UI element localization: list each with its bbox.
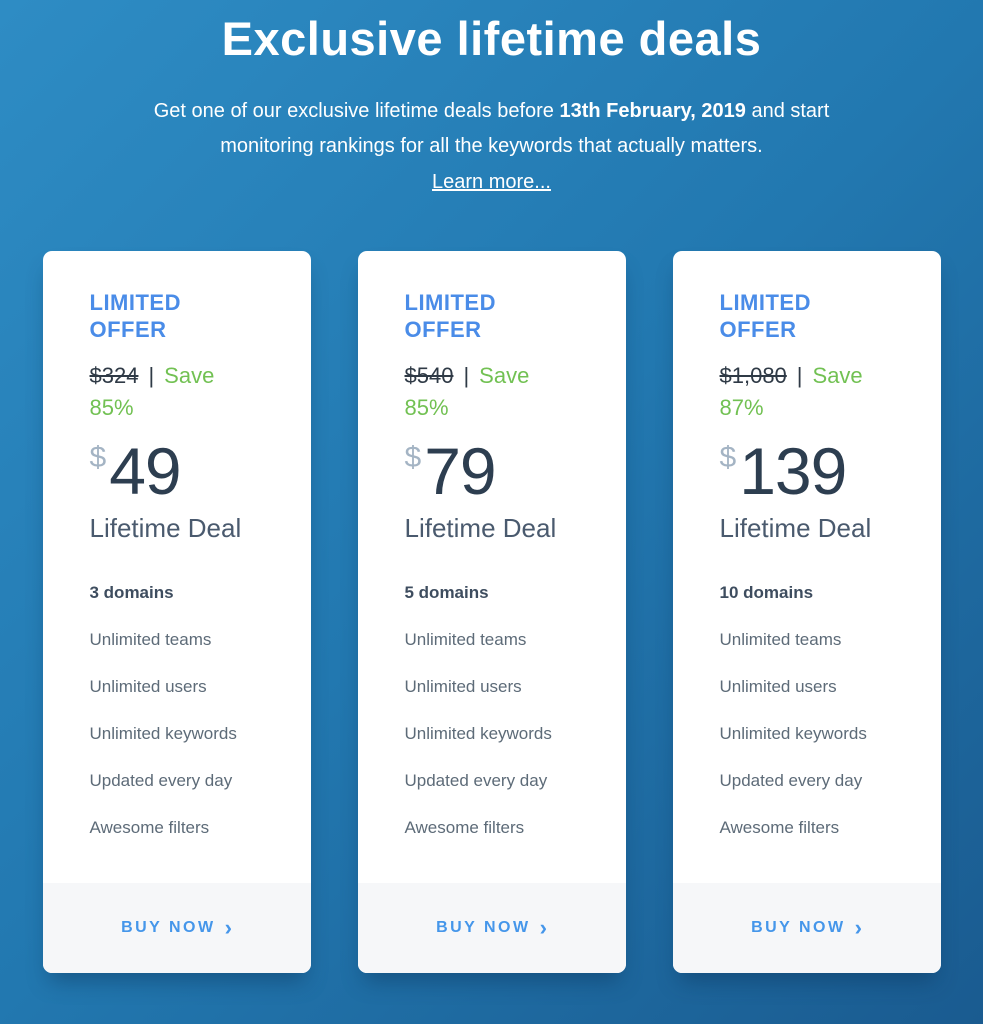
pricing-card-49: LIMITED OFFER $324 | Save 85% $ 49 Lifetime…: [42, 251, 311, 973]
chevron-right-icon: ›: [539, 915, 547, 940]
feature-item: Unlimited users: [404, 677, 522, 696]
feature-list: 5 domains Unlimited teams Unlimited user…: [405, 583, 602, 838]
price-amount: 139: [739, 434, 847, 508]
limited-offer-label: LIMITED OFFER: [719, 290, 811, 342]
save-percent: 85%: [89, 395, 134, 420]
price-amount: 49: [109, 434, 181, 508]
old-price-row: $1,080 | Save 87%: [720, 360, 917, 424]
currency-symbol: $: [89, 441, 107, 474]
feature-domains: 10 domains: [719, 583, 814, 602]
feature-item: Awesome filters: [404, 818, 525, 837]
feature-item: Updated every day: [89, 771, 233, 790]
feature-domains: 5 domains: [404, 583, 489, 602]
page-subtitle: Get one of our exclusive lifetime deals …: [142, 94, 842, 164]
pricing-card-79: LIMITED OFFER $540 | Save 85% $ 79 Lifetime…: [357, 251, 626, 973]
chevron-right-icon: ›: [224, 915, 232, 940]
pricing-card-139: LIMITED OFFER $1,080 | Save 87% $ 139 Lifet…: [672, 251, 941, 973]
feature-item: Unlimited teams: [719, 630, 842, 649]
feature-item: Unlimited keywords: [404, 724, 552, 743]
feature-item: Unlimited users: [89, 677, 207, 696]
chevron-right-icon: ›: [854, 915, 862, 940]
old-price: $540: [404, 363, 454, 388]
save-percent: 87%: [719, 395, 764, 420]
card-body: LIMITED OFFER $324 | Save 85% $ 49 Lifetime…: [43, 251, 311, 865]
currency-symbol: $: [404, 441, 422, 474]
learn-more-link[interactable]: Learn more...: [432, 171, 551, 193]
feature-item: Updated every day: [719, 771, 863, 790]
card-body: LIMITED OFFER $1,080 | Save 87% $ 139 Lifet…: [673, 251, 941, 865]
price-caption: Lifetime Deal: [404, 513, 557, 543]
old-price-row: $324 | Save 85%: [90, 360, 287, 424]
old-price: $1,080: [719, 363, 787, 388]
feature-item: Unlimited users: [719, 677, 837, 696]
save-label: Save: [479, 363, 530, 388]
feature-list: 3 domains Unlimited teams Unlimited user…: [90, 583, 287, 838]
save-badge: Save 85%: [405, 363, 530, 420]
feature-item: Unlimited teams: [89, 630, 212, 649]
price-separator: |: [463, 363, 470, 388]
buy-now-label: BUY NOW: [121, 919, 216, 936]
old-price: $324: [89, 363, 139, 388]
save-badge: Save 85%: [90, 363, 215, 420]
card-footer: BUY NOW ›: [357, 883, 626, 973]
subtitle-text-after: and start monitoring rankings for all th…: [220, 100, 830, 157]
price-separator: |: [796, 363, 803, 388]
buy-now-button[interactable]: BUY NOW ›: [121, 915, 232, 940]
card-footer: BUY NOW ›: [42, 883, 311, 973]
price-caption: Lifetime Deal: [89, 513, 242, 543]
feature-domains: 3 domains: [89, 583, 174, 602]
buy-now-button[interactable]: BUY NOW ›: [436, 915, 547, 940]
page-title: Exclusive lifetime deals: [221, 12, 762, 65]
buy-now-label: BUY NOW: [436, 919, 531, 936]
price: $ 139: [719, 434, 917, 508]
buy-now-label: BUY NOW: [751, 919, 846, 936]
save-label: Save: [812, 363, 863, 388]
limited-offer-label: LIMITED OFFER: [89, 290, 181, 342]
card-body: LIMITED OFFER $540 | Save 85% $ 79 Lifetime…: [358, 251, 626, 865]
save-badge: Save 87%: [720, 363, 863, 420]
old-price-row: $540 | Save 85%: [405, 360, 602, 424]
feature-item: Unlimited keywords: [719, 724, 867, 743]
price-caption: Lifetime Deal: [719, 513, 872, 543]
feature-list: 10 domains Unlimited teams Unlimited use…: [720, 583, 917, 838]
feature-item: Unlimited teams: [404, 630, 527, 649]
price: $ 79: [404, 434, 602, 508]
feature-item: Updated every day: [404, 771, 548, 790]
hero-header: Exclusive lifetime deals Get one of our …: [0, 0, 983, 194]
price-amount: 79: [424, 434, 496, 508]
currency-symbol: $: [719, 441, 737, 474]
feature-item: Awesome filters: [89, 818, 210, 837]
feature-item: Unlimited keywords: [89, 724, 237, 743]
price: $ 49: [89, 434, 287, 508]
price-separator: |: [148, 363, 155, 388]
save-label: Save: [164, 363, 215, 388]
limited-offer-label: LIMITED OFFER: [404, 290, 496, 342]
buy-now-button[interactable]: BUY NOW ›: [751, 915, 862, 940]
subtitle-text-before: Get one of our exclusive lifetime deals …: [153, 100, 560, 122]
save-percent: 85%: [404, 395, 449, 420]
deadline-text: 13th February, 2019: [559, 100, 746, 122]
feature-item: Awesome filters: [719, 818, 840, 837]
card-footer: BUY NOW ›: [672, 883, 941, 973]
pricing-cards-row: LIMITED OFFER $324 | Save 85% $ 49 Lifetime…: [0, 251, 983, 973]
